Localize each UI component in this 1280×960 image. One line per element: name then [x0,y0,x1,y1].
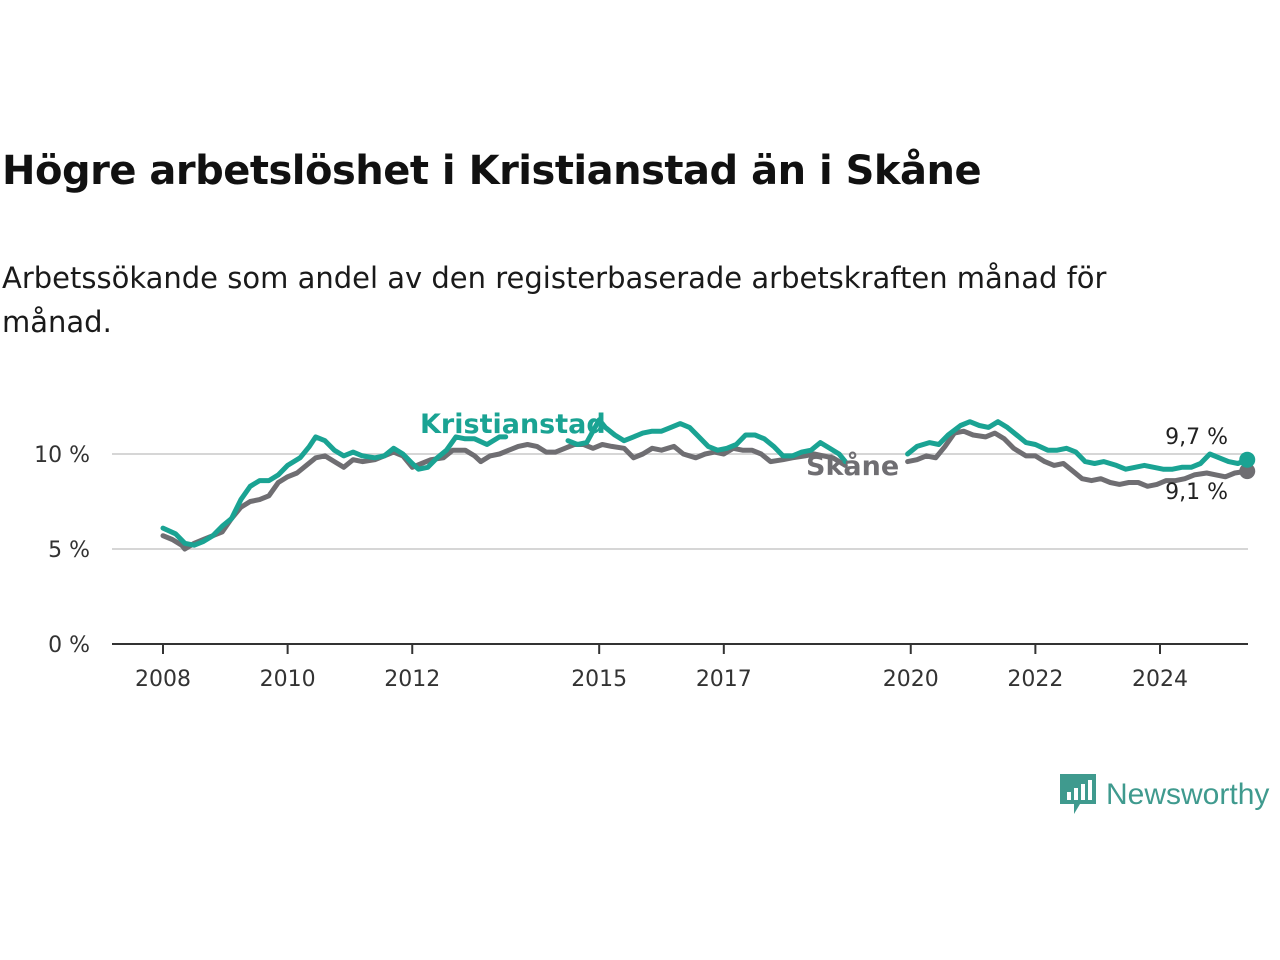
y-tick-label: 10 % [34,443,90,468]
brand-name: Newsworthy [1106,778,1270,811]
y-tick-label: 5 % [48,538,90,563]
end-label-skane: 9,1 % [1165,480,1228,505]
newsworthy-logo-icon [1060,774,1096,814]
axes: 0 % 5 % 10 % 2008 2010 2012 2015 2017 2020 2022 20… [34,443,1248,692]
brand-logo[interactable]: Newsworthy [1058,772,1269,818]
chart-subtitle: Arbetssökande som andel av den registerb… [2,261,1107,339]
series-label-kristianstad: Kristianstad [420,409,606,440]
x-tick-label: 2017 [696,667,752,692]
series-line-skane [160,428,1250,552]
end-point-kristianstad [1239,451,1256,468]
end-point-skane [1239,463,1256,480]
end-label-kristianstad: 9,7 % [1165,425,1228,450]
x-tick-label: 2015 [571,667,627,692]
annotations: Kristianstad Skåne 9,7 % 9,1 % [420,409,1228,505]
x-tick-label: 2024 [1132,667,1188,692]
x-tick-label: 2022 [1007,667,1063,692]
x-tick-label: 2010 [260,667,316,692]
series-label-skane: Skåne [806,450,899,482]
series-line-kristianstad [160,417,1250,548]
y-tick-label: 0 % [48,633,90,658]
x-tick-label: 2008 [135,667,191,692]
chart-title: Högre arbetslöshet i Kristianstad än i S… [2,148,982,194]
x-tick-label: 2012 [384,667,440,692]
x-tick-label: 2020 [883,667,939,692]
line-chart: 0 % 5 % 10 % 2008 2010 2012 2015 2017 2020 2022 20… [34,409,1256,692]
series-lines [160,417,1256,552]
